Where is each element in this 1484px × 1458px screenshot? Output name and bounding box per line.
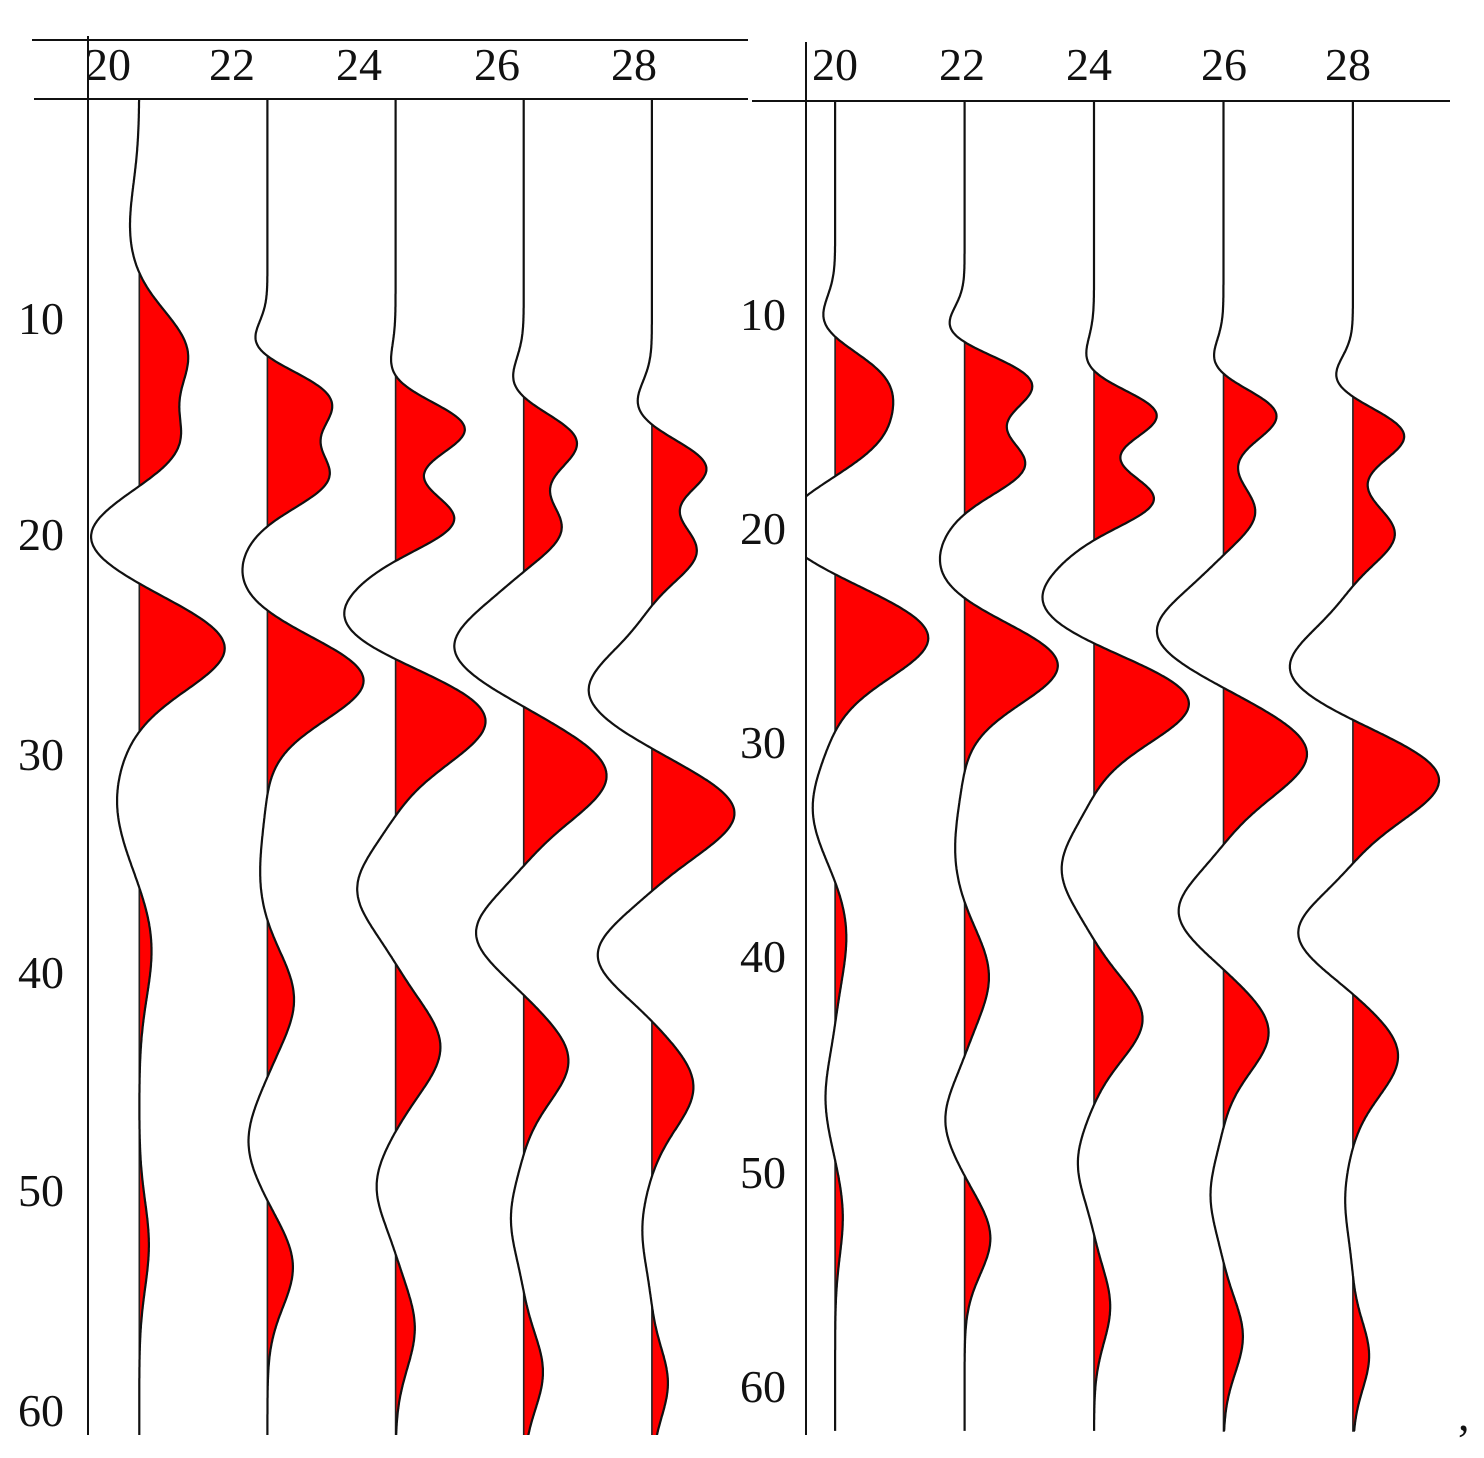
trace-20-positive-fill	[138, 272, 189, 487]
trace-22-positive-fill	[963, 901, 990, 1057]
trace-22-wiggle	[938, 102, 1059, 1431]
right-traces-group	[806, 102, 1441, 1432]
left-y-tick-labels: 10 20 30 40 50 60	[18, 293, 64, 1436]
left-y-tick-label: 30	[18, 729, 64, 780]
right-x-tick-label: 28	[1325, 39, 1371, 90]
trace-26-positive-fill	[522, 1292, 544, 1435]
right-x-tick-label: 22	[939, 39, 985, 90]
left-x-tick-labels: 20 22 24 26 28	[85, 39, 657, 90]
trace-24-wiggle	[1041, 102, 1190, 1431]
trace-28-positive-fill	[1352, 993, 1399, 1148]
right-y-tick-label: 30	[740, 717, 786, 768]
trace-22-positive-fill	[963, 1175, 992, 1357]
trace-24-positive-fill	[1093, 370, 1158, 541]
left-x-tick-label: 22	[209, 39, 255, 90]
trace-26-positive-fill	[1222, 968, 1270, 1128]
right-y-tick-label: 60	[740, 1361, 786, 1412]
left-traces-group	[90, 100, 736, 1435]
trailing-comma: ,	[1458, 1389, 1470, 1440]
right-x-tick-label: 20	[812, 39, 858, 90]
trace-22-positive-fill	[266, 1200, 294, 1399]
trace-26-wiggle	[1155, 102, 1309, 1431]
left-y-tick-label: 20	[18, 509, 64, 560]
trace-24-positive-fill	[1093, 940, 1144, 1105]
left-y-tick-label: 10	[18, 293, 64, 344]
left-y-tick-label: 50	[18, 1165, 64, 1216]
trace-26-wiggle	[453, 100, 608, 1435]
left-y-tick-label: 40	[18, 947, 64, 998]
trace-20-wiggle	[90, 100, 226, 1435]
trace-20-wiggle	[806, 102, 930, 1431]
left-x-tick-label: 26	[474, 39, 520, 90]
right-axes-frame	[752, 42, 1450, 1435]
right-x-tick-labels: 20 22 24 26 28	[812, 39, 1371, 90]
right-wiggle-panel: 20 22 24 26 28 10 20 30 40 50 60	[740, 39, 1450, 1435]
trace-28-wiggle	[1288, 102, 1441, 1431]
left-x-tick-label: 20	[85, 39, 131, 90]
right-x-tick-label: 24	[1066, 39, 1112, 90]
trace-20-positive-fill	[138, 887, 153, 1373]
right-y-tick-label: 20	[740, 503, 786, 554]
right-y-tick-label: 50	[740, 1147, 786, 1198]
left-x-tick-label: 24	[336, 39, 382, 90]
left-axes-frame	[32, 36, 748, 1435]
right-y-tick-label: 10	[740, 289, 786, 340]
right-y-tick-labels: 10 20 30 40 50 60	[740, 289, 786, 1412]
trace-24-positive-fill	[1093, 642, 1190, 796]
left-wiggle-panel: 20 22 24 26 28 10 20 30 40 50 60	[18, 36, 748, 1436]
trace-22-positive-fill	[963, 341, 1034, 515]
trace-24-wiggle	[343, 100, 487, 1435]
trace-24-positive-fill	[394, 374, 466, 561]
trace-28-positive-fill	[1352, 396, 1406, 587]
trace-28-positive-fill	[651, 1305, 669, 1435]
right-y-tick-label: 40	[740, 931, 786, 982]
trace-28-positive-fill	[1352, 1275, 1370, 1432]
trace-24-positive-fill	[394, 659, 487, 816]
trace-28-wiggle	[587, 100, 736, 1435]
left-x-tick-label: 28	[611, 39, 657, 90]
trace-22-positive-fill	[266, 920, 295, 1077]
right-x-tick-label: 26	[1201, 39, 1247, 90]
trace-22-wiggle	[241, 100, 365, 1435]
trace-24-positive-fill	[394, 963, 442, 1132]
trace-22-positive-fill	[266, 356, 333, 527]
left-y-tick-label: 60	[18, 1385, 64, 1436]
trace-28-positive-fill	[651, 747, 736, 892]
